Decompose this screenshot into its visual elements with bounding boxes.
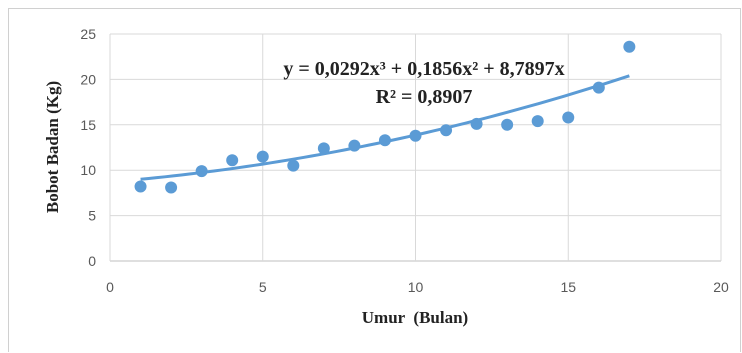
- data-point: [532, 115, 544, 127]
- data-point: [257, 151, 269, 163]
- data-point: [623, 41, 635, 53]
- data-point: [379, 134, 391, 146]
- data-point: [318, 142, 330, 154]
- x-axis-title: Umur (Bulan): [362, 308, 468, 327]
- data-point: [471, 118, 483, 130]
- x-tick-label: 10: [408, 279, 424, 295]
- y-tick-label: 25: [80, 26, 96, 42]
- data-point: [287, 160, 299, 172]
- data-point: [226, 154, 238, 166]
- y-tick-labels: 0 5 10 15 20 25: [80, 26, 96, 269]
- data-point: [165, 181, 177, 193]
- y-axis-title: Bobot Badan (Kg): [43, 81, 62, 213]
- data-point: [410, 130, 422, 142]
- x-tick-labels: 0 5 10 15 20: [106, 279, 729, 295]
- data-point: [135, 181, 147, 193]
- r-squared-label: R² = 0,8907: [376, 86, 473, 108]
- x-tick-label: 0: [106, 279, 114, 295]
- y-tick-label: 5: [88, 208, 96, 224]
- y-tick-label: 10: [80, 162, 96, 178]
- data-point: [440, 124, 452, 136]
- x-tick-label: 5: [259, 279, 267, 295]
- data-point: [562, 112, 574, 124]
- data-point: [196, 165, 208, 177]
- data-point: [348, 140, 360, 152]
- y-tick-label: 0: [88, 253, 96, 269]
- y-tick-label: 15: [80, 117, 96, 133]
- x-tick-label: 20: [713, 279, 729, 295]
- x-tick-label: 15: [560, 279, 576, 295]
- y-tick-label: 20: [80, 71, 96, 87]
- data-point: [593, 82, 605, 94]
- data-point: [501, 119, 513, 131]
- trendline-equation: y = 0,0292x³ + 0,1856x² + 8,7897x: [283, 58, 564, 80]
